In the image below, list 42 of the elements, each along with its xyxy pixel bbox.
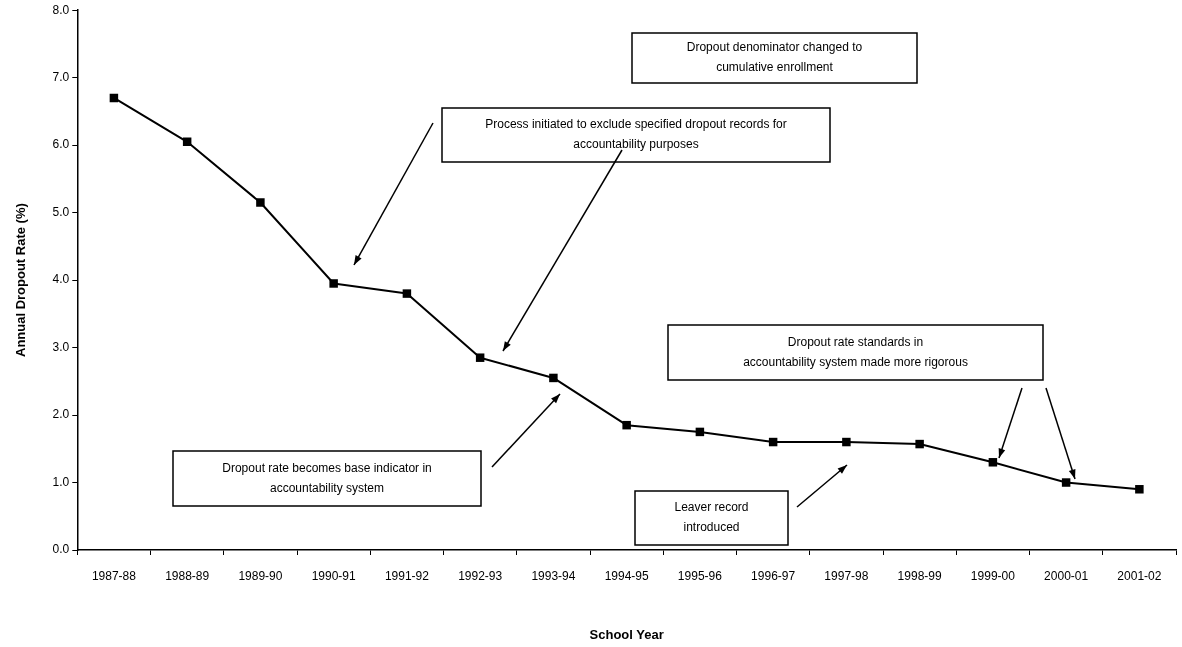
x-tick-label: 1992-93 <box>458 568 503 583</box>
x-tick-label: 1994-95 <box>604 568 649 583</box>
x-tick-label: 1995-96 <box>677 568 723 583</box>
x-tick-label: 2001-02 <box>1117 568 1162 583</box>
x-tick-label: 1996-97 <box>751 568 796 583</box>
x-tick-label: 1989-90 <box>238 568 283 583</box>
x-tick-label: 1993-94 <box>531 568 576 583</box>
y-tick-label: 2.0 <box>52 407 70 422</box>
x-tick-label: 1988-89 <box>165 568 210 583</box>
point <box>475 353 485 362</box>
annotation: Leaver record introduced <box>674 500 749 535</box>
x-tick-label: 2000-01 <box>1044 568 1089 583</box>
x-axis-title: School Year <box>589 626 664 642</box>
point <box>402 289 412 298</box>
x-tick-label: 1990-91 <box>311 568 356 583</box>
x-tick-label: 1987-88 <box>91 568 137 583</box>
y-tick-label: 8.0 <box>52 2 70 17</box>
point <box>329 279 338 288</box>
y-tick-label: 4.0 <box>52 272 70 287</box>
point <box>622 420 631 430</box>
annotation: Dropout rate standards in accountability system made more rigorous <box>743 334 968 369</box>
x-tick-label: 1991-92 <box>384 568 430 583</box>
x-tick-label: 1998-99 <box>897 568 942 583</box>
y-tick-label: 5.0 <box>52 204 70 219</box>
point <box>988 458 998 467</box>
annotation: Dropout rate becomes base indicator in accountability system <box>222 460 432 495</box>
y-tick-label: 6.0 <box>52 137 70 152</box>
y-tick-label: 7.0 <box>52 69 70 84</box>
point <box>842 437 851 447</box>
y-tick-label: 3.0 <box>52 339 70 354</box>
x-tick-label: 1999-00 <box>970 568 1016 583</box>
y-axis-title: Annual Dropout Rate (%) <box>13 203 29 358</box>
point <box>549 373 558 383</box>
point <box>1061 478 1071 487</box>
point <box>915 439 924 449</box>
point <box>256 198 265 207</box>
point <box>1135 485 1144 494</box>
annotation: Dropout denominator changed to cumulative enrollment <box>686 40 863 75</box>
y-tick-label: 1.0 <box>52 474 70 489</box>
y-tick-label: 0.0 <box>52 542 70 557</box>
x-tick-label: 1997-98 <box>824 568 869 583</box>
annotation: Process initiated to exclude specified dropout records for accountability purposes <box>485 117 787 152</box>
